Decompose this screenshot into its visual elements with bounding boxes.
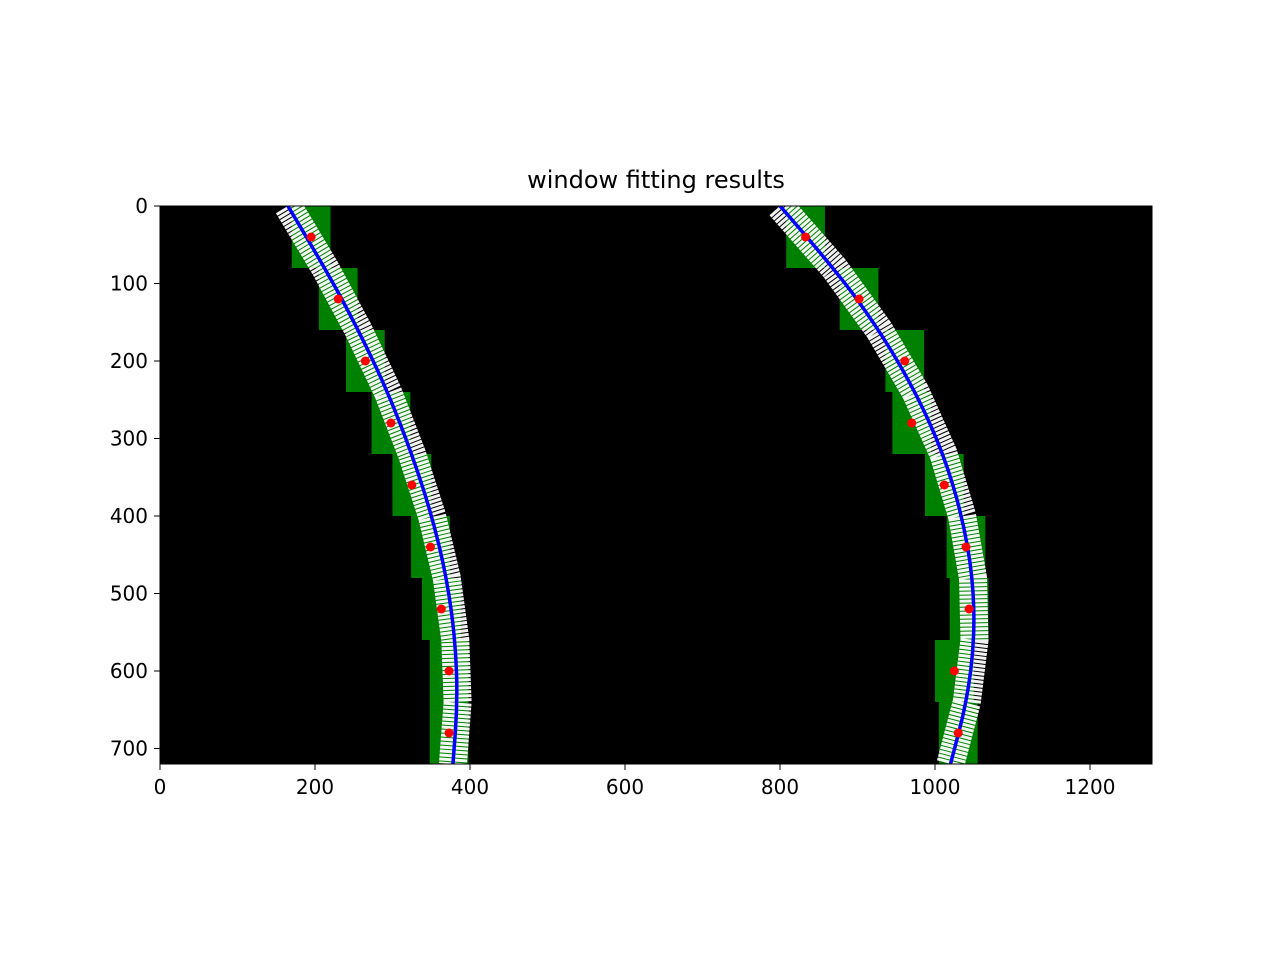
x-tick-label: 1200: [1065, 775, 1116, 799]
y-tick-label: 300: [110, 427, 148, 451]
centroid-point: [306, 232, 316, 242]
centroid-point: [407, 480, 417, 490]
x-tick-label: 0: [154, 775, 167, 799]
plot-frame: [159, 205, 1153, 765]
centroid-point: [939, 480, 949, 490]
plot-area: [159, 205, 1153, 765]
centroid-point: [961, 542, 971, 552]
x-tick-label: 1000: [910, 775, 961, 799]
centroid-point: [953, 728, 963, 738]
fit-curve-line: [286, 206, 459, 764]
x-tick-label: 200: [296, 775, 334, 799]
centroid-point: [801, 232, 811, 242]
x-tick-label: 600: [606, 775, 644, 799]
centroid-point: [436, 604, 446, 614]
y-tick-label: 200: [110, 349, 148, 373]
y-tick-label: 600: [110, 659, 148, 683]
y-tick-label: 0: [135, 194, 148, 218]
y-tick-label: 400: [110, 504, 148, 528]
y-tick-label: 500: [110, 582, 148, 606]
centroid-point: [949, 666, 959, 676]
y-axis: 0 100 200 300 400 500 600 700: [110, 194, 160, 761]
centroid-point: [900, 356, 910, 366]
x-tick-label: 800: [761, 775, 799, 799]
centroid-point: [386, 418, 396, 428]
centroid-point: [425, 542, 435, 552]
x-tick-label: 400: [451, 775, 489, 799]
centroid-point: [907, 418, 917, 428]
centroid-point: [444, 666, 454, 676]
centroid-points: [306, 232, 974, 738]
chart-title: window fitting results: [527, 166, 785, 194]
x-axis: 0 200 400 600 800 1000 1200: [154, 764, 1116, 799]
centroid-point: [444, 728, 454, 738]
y-tick-label: 700: [110, 737, 148, 761]
plot-background: [160, 206, 1152, 764]
y-tick-label: 100: [110, 272, 148, 296]
centroid-point: [854, 294, 864, 304]
centroid-point: [964, 604, 974, 614]
centroid-point: [360, 356, 370, 366]
centroid-point: [333, 294, 343, 304]
